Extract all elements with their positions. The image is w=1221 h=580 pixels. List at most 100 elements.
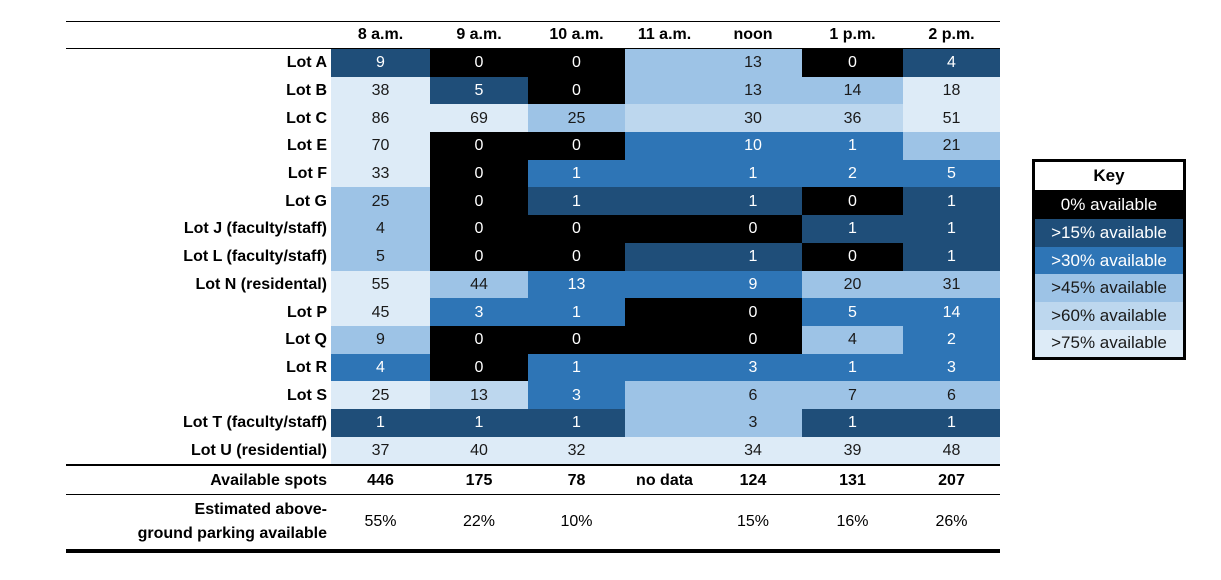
availability-cell: 3 <box>704 408 802 437</box>
availability-cell: 6 <box>903 381 1000 409</box>
availability-cell: 34 <box>704 436 802 466</box>
availability-cell: 0 <box>430 215 528 243</box>
lot-label: Lot U (residential) <box>190 441 327 459</box>
lot-label: Lot R <box>286 358 327 376</box>
availability-cell: 1 <box>802 408 903 437</box>
table-row: Lot S 25 13 3 6 7 6 <box>66 381 1000 409</box>
header-corner <box>66 21 331 49</box>
column-header: 9 a.m. <box>430 21 528 49</box>
availability-cell: 2 <box>903 325 1000 354</box>
availability-cell: 14 <box>903 298 1000 326</box>
table-row: Lot C 86 69 25 30 36 51 <box>66 104 1000 133</box>
key-item: >60% available <box>1033 301 1185 330</box>
availability-cell: 1 <box>802 353 903 382</box>
availability-cell: 10 <box>704 132 802 160</box>
availability-cell: 1 <box>528 187 625 216</box>
availability-cell: 0 <box>802 242 903 271</box>
availability-cell: 0 <box>430 242 528 271</box>
availability-cell: 25 <box>331 381 430 409</box>
lot-label: Lot P <box>287 303 327 321</box>
lot-label: Lot L (faculty/staff) <box>183 248 327 266</box>
lot-rows: Lot A 9 0 0 13 0 4 Lot B 38 5 0 13 14 18 Lot C 86 69 25 30… <box>66 48 1000 466</box>
totals-row: Available spots 446 175 78 no data 124 1… <box>66 464 1000 495</box>
availability-cell: 0 <box>704 325 802 354</box>
availability-cell <box>625 381 704 409</box>
availability-cell: 5 <box>802 298 903 326</box>
availability-cell: 1 <box>528 298 625 326</box>
availability-cell: 0 <box>802 187 903 216</box>
totals-cell: 446 <box>331 464 430 495</box>
availability-cell: 4 <box>331 353 430 382</box>
percent-cell <box>625 494 704 554</box>
availability-cell: 51 <box>903 104 1000 133</box>
header-row: 8 a.m. 9 a.m. 10 a.m. 11 a.m. noon 1 p.m… <box>66 21 1000 49</box>
availability-cell: 1 <box>528 408 625 437</box>
availability-cell: 5 <box>331 242 430 271</box>
availability-cell: 31 <box>903 270 1000 299</box>
parking-availability-table: 8 a.m. 9 a.m. 10 a.m. 11 a.m. noon 1 p.m… <box>66 21 1000 554</box>
availability-cell: 5 <box>430 76 528 105</box>
availability-cell: 1 <box>528 353 625 382</box>
lot-label: Lot C <box>286 109 327 127</box>
availability-cell: 4 <box>802 325 903 354</box>
percent-label: Estimated above-ground parking available <box>66 494 331 554</box>
availability-cell: 1 <box>903 408 1000 437</box>
totals-cell: 124 <box>704 464 802 495</box>
availability-cell: 0 <box>528 132 625 160</box>
availability-cell: 18 <box>903 76 1000 105</box>
availability-cell: 4 <box>903 48 1000 77</box>
availability-cell: 3 <box>704 353 802 382</box>
availability-cell: 2 <box>802 159 903 188</box>
availability-cell: 0 <box>430 325 528 354</box>
availability-cell <box>625 215 704 243</box>
key-item: >45% available <box>1033 274 1185 302</box>
availability-cell <box>625 270 704 299</box>
key-item: >30% available <box>1033 246 1185 275</box>
availability-cell: 0 <box>528 48 625 77</box>
availability-cell: 1 <box>704 159 802 188</box>
availability-cell: 1 <box>331 408 430 437</box>
availability-cell: 70 <box>331 132 430 160</box>
availability-cell <box>625 408 704 437</box>
column-header: noon <box>704 21 802 49</box>
availability-cell: 45 <box>331 298 430 326</box>
availability-cell <box>625 353 704 382</box>
availability-cell: 40 <box>430 436 528 466</box>
availability-cell: 13 <box>704 48 802 77</box>
availability-cell: 25 <box>528 104 625 133</box>
availability-cell: 13 <box>704 76 802 105</box>
table-row: Lot J (faculty/staff) 4 0 0 0 1 1 <box>66 215 1000 243</box>
column-header: 8 a.m. <box>331 21 430 49</box>
availability-cell: 1 <box>903 242 1000 271</box>
lot-label: Lot Q <box>285 331 327 349</box>
availability-cell <box>625 325 704 354</box>
availability-cell <box>625 298 704 326</box>
table-row: Lot U (residential) 37 40 32 34 39 48 <box>66 436 1000 466</box>
availability-cell: 1 <box>704 187 802 216</box>
availability-cell: 1 <box>903 215 1000 243</box>
percent-cell: 55% <box>331 494 430 554</box>
percent-row: Estimated above-ground parking available… <box>66 494 1000 554</box>
availability-cell <box>625 76 704 105</box>
availability-cell: 9 <box>331 48 430 77</box>
percent-cell: 10% <box>528 494 625 554</box>
table-row: Lot F 33 0 1 1 2 5 <box>66 159 1000 188</box>
availability-cell: 3 <box>903 353 1000 382</box>
key-row: >60% available <box>1033 301 1185 330</box>
totals-cell: 131 <box>802 464 903 495</box>
availability-cell: 55 <box>331 270 430 299</box>
availability-cell: 0 <box>528 325 625 354</box>
availability-cell: 38 <box>331 76 430 105</box>
totals-cell: 207 <box>903 464 1000 495</box>
key-row: 0% available <box>1033 190 1185 220</box>
availability-cell: 37 <box>331 436 430 466</box>
availability-cell: 6 <box>704 381 802 409</box>
availability-cell <box>625 104 704 133</box>
lot-label: Lot T (faculty/staff) <box>183 414 327 432</box>
availability-cell: 1 <box>802 132 903 160</box>
key-title-row: Key <box>1033 160 1185 192</box>
totals-label: Available spots <box>66 464 331 495</box>
table-row: Lot E 70 0 0 10 1 21 <box>66 132 1000 160</box>
availability-cell <box>625 132 704 160</box>
